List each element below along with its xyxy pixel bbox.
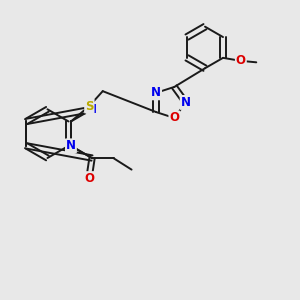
Text: O: O [84, 172, 94, 185]
Text: N: N [151, 86, 161, 99]
Text: N: N [87, 103, 97, 116]
Text: N: N [181, 96, 191, 109]
Text: N: N [66, 139, 76, 152]
Text: S: S [85, 100, 94, 112]
Text: O: O [169, 112, 179, 124]
Text: O: O [236, 54, 246, 67]
